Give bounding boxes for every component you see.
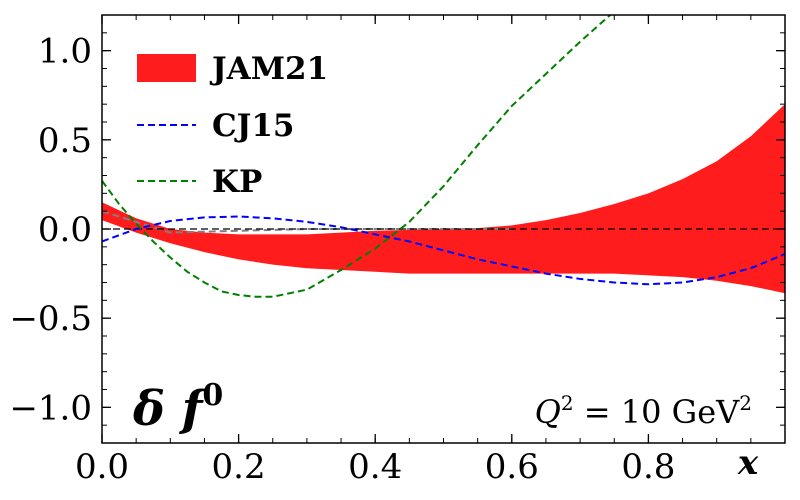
x-tick-label: 0.0 [75,447,129,487]
annotation-q: Q [535,393,561,431]
panel-label: δ f0 [132,378,223,437]
jam21-legend-swatch [137,54,196,82]
jam21-band [102,104,785,294]
x-tick-label: 0.8 [621,447,675,487]
jam21-legend-label: JAM21 [209,51,328,87]
x-tick-label: 0.4 [348,447,402,487]
plot-content [102,15,785,298]
cj15-legend-label: CJ15 [212,108,294,144]
kp-line [102,15,612,298]
annotation-unit-exponent: 2 [739,391,752,415]
axes: 0.0 0.2 0.4 0.6 0.8 1.0 0.5 0.0 −0.5 −1.0 [9,14,786,487]
y-tick-label: 0.5 [38,121,92,161]
y-tick-label: −1.0 [9,388,92,428]
x-axis-label: x [737,443,759,483]
legend: JAM21 CJ15 KP [137,51,328,200]
x-tick-label: 0.2 [212,447,266,487]
annotation-q-exponent: 2 [561,391,574,415]
y-tick-label: 0.0 [38,210,92,250]
y-tick-label: −0.5 [9,299,92,339]
panel-label-superscript: 0 [202,378,223,413]
kp-legend-label: KP [212,164,262,200]
panel-label-base: δ f [132,381,210,437]
jam21-central-line [102,210,512,234]
q2-annotation: Q2 = 10 GeV2 [535,391,752,431]
annotation-value: = 10 GeV [574,393,741,431]
y-tick-label: 1.0 [38,32,92,72]
x-tick-label: 0.6 [485,447,539,487]
